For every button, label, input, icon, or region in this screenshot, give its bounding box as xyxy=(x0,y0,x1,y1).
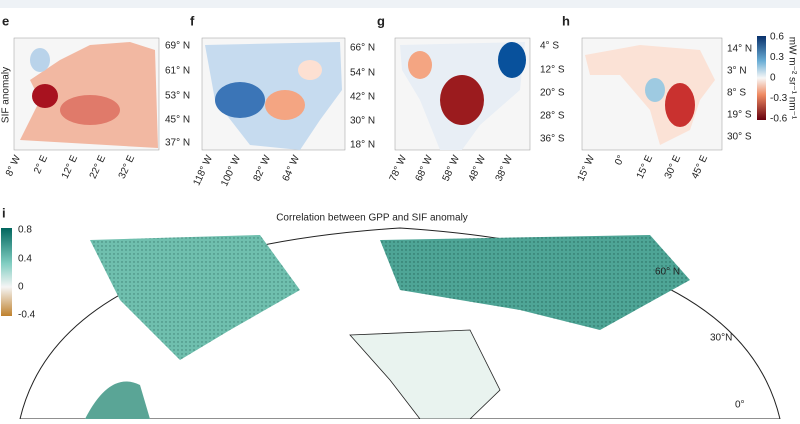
lat-tick-label: 14° N xyxy=(727,44,752,55)
colorbar-tick: -0.6 xyxy=(770,114,788,125)
colorbar-unit: mW m⁻² sr⁻¹ nm⁻¹ xyxy=(786,37,797,120)
map-i xyxy=(19,227,781,420)
lon-tick-label: 64° W xyxy=(281,153,303,183)
map-h xyxy=(581,37,723,151)
lat-label: 60° N xyxy=(655,267,680,278)
lat-tick-label: 19° S xyxy=(727,110,752,121)
panel-title: Correlation between GPP and SIF anomaly xyxy=(276,213,468,224)
colorbar-tick: 0 xyxy=(770,73,776,84)
colorbar-i xyxy=(1,228,12,316)
lat-tick-label: 28° S xyxy=(540,111,565,122)
lat-tick-label: 20° S xyxy=(540,88,565,99)
lon-tick-label: 82° W xyxy=(252,153,274,183)
lon-tick-label: 78° W xyxy=(388,153,410,183)
lon-tick-label: 2° E xyxy=(32,153,50,175)
lat-tick-label: 53° N xyxy=(165,91,190,102)
lon-tick-label: 30° E xyxy=(663,153,683,180)
lon-tick-label: 12° E xyxy=(60,153,80,180)
lat-tick-label: 30° S xyxy=(727,132,752,143)
lat-tick-label: 45° N xyxy=(165,115,190,126)
lon-tick-label: 38° W xyxy=(494,153,516,183)
lat-tick-label: 61° N xyxy=(165,66,190,77)
lon-tick-label: 58° W xyxy=(441,153,463,183)
lat-tick-label: 66° N xyxy=(350,43,375,54)
lon-tick-label: 15° E xyxy=(635,153,655,180)
lat-tick-label: 69° N xyxy=(165,41,190,52)
colorbar-tick: 0.6 xyxy=(770,32,784,43)
lat-tick-label: 42° N xyxy=(350,92,375,103)
panel-label: h xyxy=(562,13,570,28)
lat-tick-label: 36° S xyxy=(540,134,565,145)
lon-tick-label: 45° E xyxy=(690,153,710,180)
colorbar-tick: 0.3 xyxy=(770,52,784,63)
colorbar-tick: 0 xyxy=(18,282,24,293)
lat-tick-label: 12° S xyxy=(540,65,565,76)
lon-tick-label: 68° W xyxy=(414,153,436,183)
lon-tick-label: 0° xyxy=(613,154,627,167)
lon-tick-label: 32° E xyxy=(117,153,137,180)
lat-label: 0° xyxy=(735,400,745,411)
panel-label: i xyxy=(2,205,6,220)
lat-tick-label: 37° N xyxy=(165,138,190,149)
lat-tick-label: 3° N xyxy=(727,66,747,77)
lon-tick-label: 100° W xyxy=(219,153,243,188)
colorbar-top xyxy=(757,36,766,120)
lon-tick-label: 118° W xyxy=(192,153,216,187)
lon-tick-label: 48° W xyxy=(467,153,489,183)
lon-tick-label: 8° W xyxy=(4,153,23,178)
map-e xyxy=(13,37,160,151)
colorbar-tick: 0.8 xyxy=(18,225,32,236)
lat-tick-label: 54° N xyxy=(350,68,375,79)
lat-tick-label: 18° N xyxy=(350,140,375,151)
lon-tick-label: 15° W xyxy=(576,153,598,183)
panel-label: f xyxy=(190,13,195,28)
y-axis-label: SIF anomaly xyxy=(1,67,12,123)
colorbar-tick: -0.3 xyxy=(770,93,788,104)
lat-tick-label: 4° S xyxy=(540,41,559,52)
lat-tick-label: 30° N xyxy=(350,116,375,127)
lat-label: 30°N xyxy=(710,333,732,344)
lat-tick-label: 8° S xyxy=(727,88,746,99)
map-f xyxy=(201,37,346,151)
colorbar-tick: 0.4 xyxy=(18,254,32,265)
colorbar-tick: -0.4 xyxy=(18,310,36,321)
cropped-top-panels xyxy=(0,0,800,8)
lon-tick-label: 22° E xyxy=(88,153,108,180)
map-g xyxy=(394,37,531,151)
panel-label: e xyxy=(2,13,9,28)
panel-label: g xyxy=(377,13,385,28)
